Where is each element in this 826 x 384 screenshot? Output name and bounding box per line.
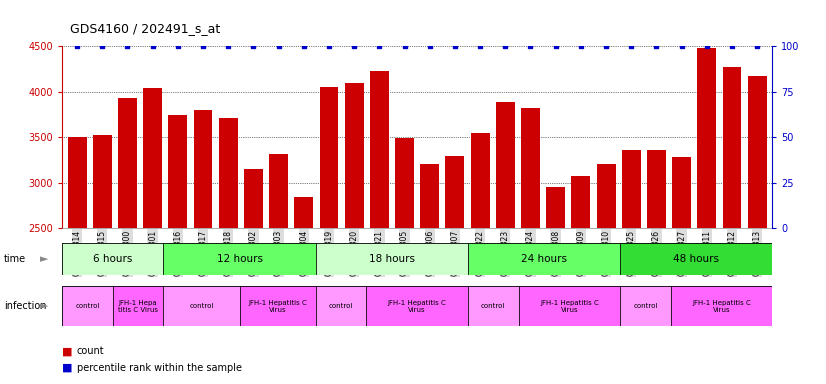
Text: 18 hours: 18 hours — [368, 254, 415, 264]
Bar — [62, 243, 164, 275]
Text: time: time — [4, 254, 26, 264]
Text: control: control — [481, 303, 506, 309]
Bar — [370, 71, 389, 384]
Text: JFH-1 Hepatitis C
Virus: JFH-1 Hepatitis C Virus — [387, 300, 447, 313]
Bar — [521, 108, 540, 384]
Bar — [395, 138, 414, 384]
Text: 48 hours: 48 hours — [673, 254, 719, 264]
Bar — [519, 286, 620, 326]
Text: 24 hours: 24 hours — [521, 254, 567, 264]
Bar — [244, 169, 263, 384]
Bar — [672, 157, 691, 384]
Bar — [420, 164, 439, 384]
Bar — [269, 154, 288, 384]
Bar — [320, 87, 339, 384]
Bar — [164, 243, 316, 275]
Bar — [219, 118, 238, 384]
Bar — [316, 286, 367, 326]
Bar — [596, 164, 615, 384]
Bar — [367, 286, 468, 326]
Text: count: count — [77, 346, 104, 356]
Bar — [143, 88, 162, 384]
Bar — [118, 98, 137, 384]
Text: 12 hours: 12 hours — [216, 254, 263, 264]
Bar — [620, 243, 772, 275]
Text: 6 hours: 6 hours — [93, 254, 132, 264]
Bar — [445, 156, 464, 384]
Bar — [471, 133, 490, 384]
Bar — [344, 83, 363, 384]
Bar — [647, 150, 666, 384]
Bar — [93, 134, 112, 384]
Text: control: control — [634, 303, 657, 309]
Bar — [622, 150, 641, 384]
Text: control: control — [75, 303, 99, 309]
Bar — [68, 137, 87, 384]
Text: ►: ► — [40, 254, 48, 264]
Bar — [468, 243, 620, 275]
Text: control: control — [189, 303, 214, 309]
Text: ►: ► — [40, 301, 48, 311]
Bar — [240, 286, 316, 326]
Text: ■: ■ — [62, 363, 73, 373]
Text: control: control — [329, 303, 354, 309]
Bar — [169, 115, 188, 384]
Text: ■: ■ — [62, 346, 73, 356]
Bar — [546, 187, 565, 384]
Bar — [496, 102, 515, 384]
Text: JFH-1 Hepa
titis C Virus: JFH-1 Hepa titis C Virus — [118, 300, 158, 313]
Bar — [164, 286, 240, 326]
Bar — [316, 243, 468, 275]
Text: infection: infection — [4, 301, 46, 311]
Bar — [671, 286, 772, 326]
Bar — [748, 76, 767, 384]
Text: JFH-1 Hepatitis C
Virus: JFH-1 Hepatitis C Virus — [692, 300, 751, 313]
Bar — [193, 110, 212, 384]
Bar — [572, 175, 591, 384]
Bar — [697, 48, 716, 384]
Bar — [294, 197, 313, 384]
Bar — [723, 67, 742, 384]
Text: JFH-1 Hepatitis C
Virus: JFH-1 Hepatitis C Virus — [249, 300, 307, 313]
Bar — [620, 286, 671, 326]
Bar — [62, 286, 112, 326]
Bar — [112, 286, 164, 326]
Text: GDS4160 / 202491_s_at: GDS4160 / 202491_s_at — [70, 22, 221, 35]
Bar — [468, 286, 519, 326]
Text: percentile rank within the sample: percentile rank within the sample — [77, 363, 242, 373]
Text: JFH-1 Hepatitis C
Virus: JFH-1 Hepatitis C Virus — [540, 300, 599, 313]
